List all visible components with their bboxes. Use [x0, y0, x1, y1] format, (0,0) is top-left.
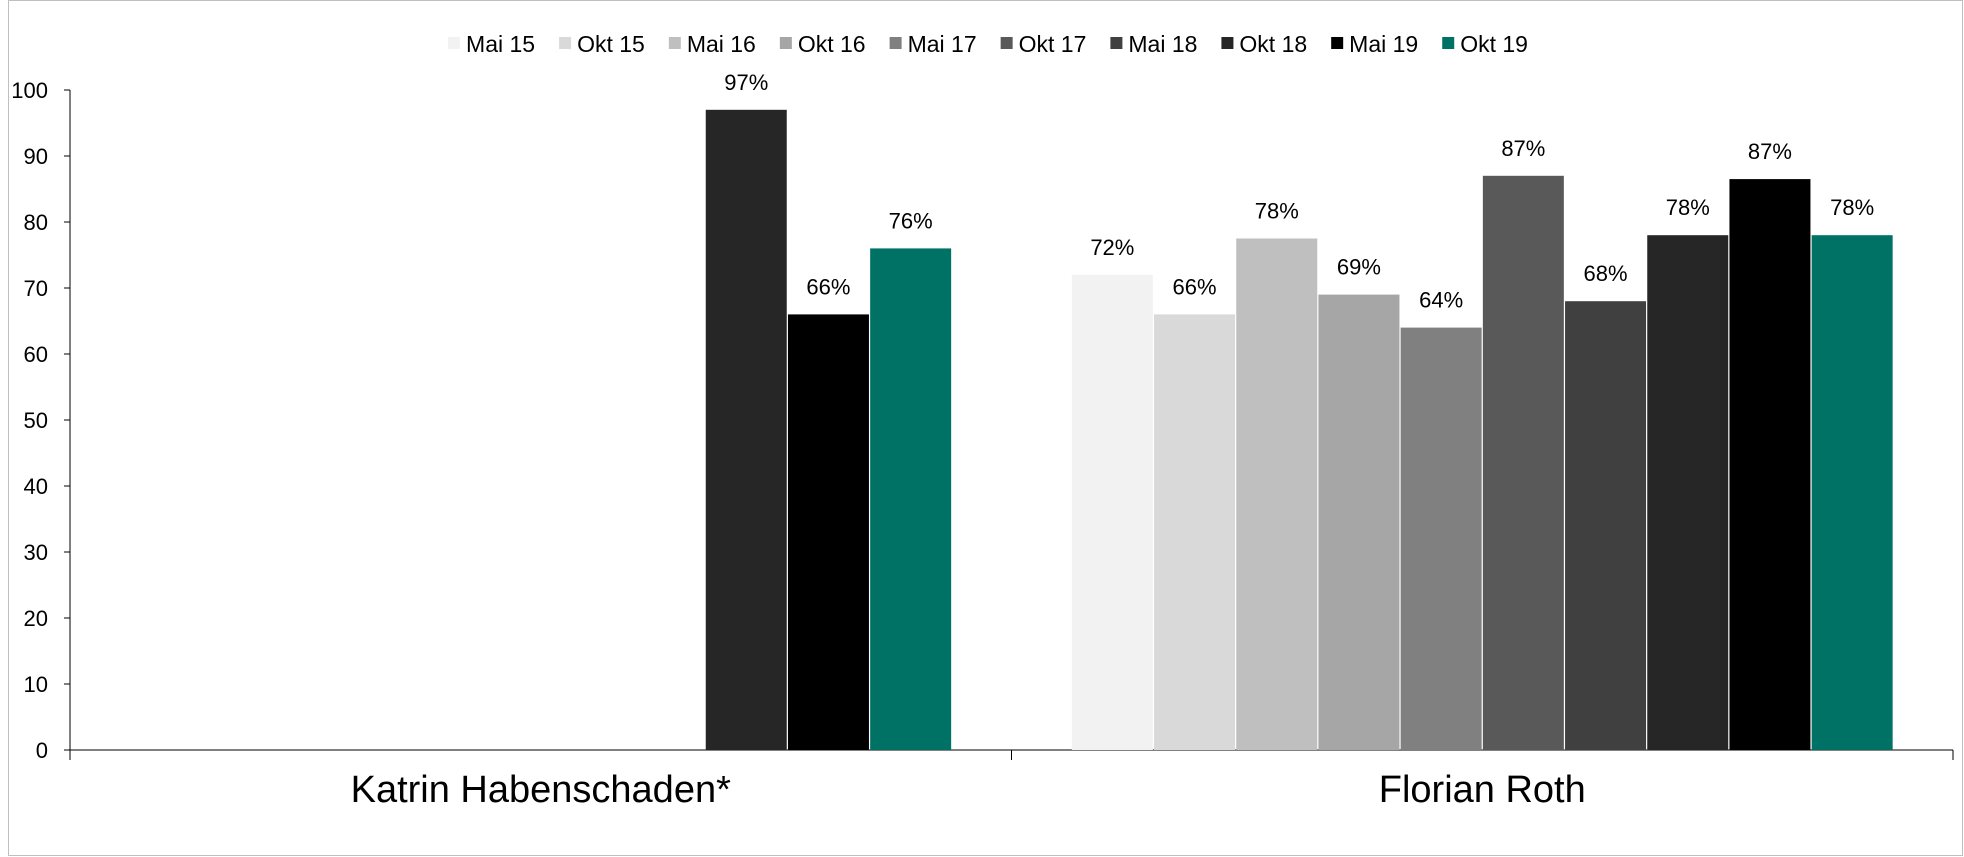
data-label: 87% [1501, 136, 1545, 161]
y-axis: 0 10 20 30 40 50 60 70 80 90 100 [11, 78, 71, 763]
bar [1811, 235, 1893, 750]
y-tick-label: 100 [11, 78, 48, 103]
bar [1318, 294, 1400, 750]
y-tick-label: 80 [24, 210, 48, 235]
legend-label: Okt 19 [1460, 31, 1528, 57]
bar [870, 248, 952, 750]
legend-label: Mai 17 [908, 31, 977, 57]
bar [1154, 314, 1236, 750]
legend-swatch [1331, 37, 1344, 49]
legend-label: Okt 18 [1239, 31, 1307, 57]
legend-item: Okt 19 [1442, 31, 1528, 57]
legend-item: Mai 18 [1110, 31, 1197, 57]
legend-item: Mai 16 [668, 31, 756, 57]
legend-item: Mai 19 [1331, 31, 1418, 57]
y-tick-label: 50 [24, 408, 48, 433]
data-label: 78% [1830, 195, 1874, 220]
category-label: Florian Roth [1379, 769, 1586, 811]
data-label: 64% [1419, 288, 1463, 313]
legend-label: Okt 15 [577, 31, 645, 57]
data-labels: 97% 66% 76% 72% 66% 78% 69% 64% 87% 68% 78% 87% 78% [724, 70, 1874, 313]
bar [1236, 238, 1318, 750]
bar [1565, 301, 1647, 750]
legend-swatch [1110, 37, 1123, 49]
bars [705, 109, 1893, 751]
data-label: 72% [1090, 235, 1134, 260]
legend-swatch [1442, 37, 1455, 49]
data-label: 78% [1666, 195, 1710, 220]
x-axis: Katrin Habenschaden* Florian Roth [69, 749, 1954, 811]
data-label: 66% [1173, 274, 1217, 299]
legend-swatch [779, 37, 792, 49]
legend-swatch [889, 37, 902, 49]
bar [787, 314, 869, 750]
legend-swatch [1000, 37, 1013, 49]
legend-item: Okt 15 [559, 31, 645, 57]
y-tick-label: 60 [24, 342, 48, 367]
data-label: 66% [806, 274, 850, 299]
y-tick-label: 20 [24, 606, 48, 631]
legend-swatch [668, 37, 681, 49]
data-label: 76% [889, 208, 933, 233]
data-label: 69% [1337, 255, 1381, 280]
legend: Mai 15 Okt 15 Mai 16 Okt 16 Mai 17 Okt 17 Mai … [448, 31, 1528, 57]
legend-item: Okt 17 [1000, 31, 1087, 57]
legend-label: Okt 16 [798, 31, 866, 57]
legend-label: Mai 15 [466, 31, 535, 57]
bar [705, 109, 787, 751]
legend-label: Mai 19 [1349, 31, 1418, 57]
legend-item: Mai 15 [448, 31, 535, 57]
legend-swatch [448, 37, 461, 49]
legend-label: Mai 18 [1128, 31, 1197, 57]
y-tick-label: 40 [24, 474, 48, 499]
legend-item: Okt 18 [1221, 31, 1307, 57]
bar [1071, 274, 1153, 750]
data-label: 78% [1255, 199, 1299, 224]
data-label: 87% [1748, 139, 1792, 164]
legend-label: Okt 17 [1019, 31, 1087, 57]
legend-swatch [1221, 37, 1234, 49]
bar [1647, 235, 1729, 750]
bar [1729, 179, 1811, 751]
y-tick-label: 10 [24, 672, 48, 697]
legend-label: Mai 16 [687, 31, 756, 57]
legend-item: Mai 17 [889, 31, 977, 57]
y-tick-label: 90 [24, 144, 48, 169]
bar [1400, 327, 1482, 750]
data-label: 68% [1584, 261, 1628, 286]
category-label: Katrin Habenschaden* [351, 769, 731, 811]
y-tick-label: 30 [24, 540, 48, 565]
y-tick-label: 70 [24, 276, 48, 301]
legend-item: Okt 16 [779, 31, 866, 57]
y-tick-label: 0 [36, 738, 48, 763]
data-label: 97% [724, 70, 768, 95]
legend-swatch [559, 37, 572, 49]
bar [1482, 175, 1564, 751]
